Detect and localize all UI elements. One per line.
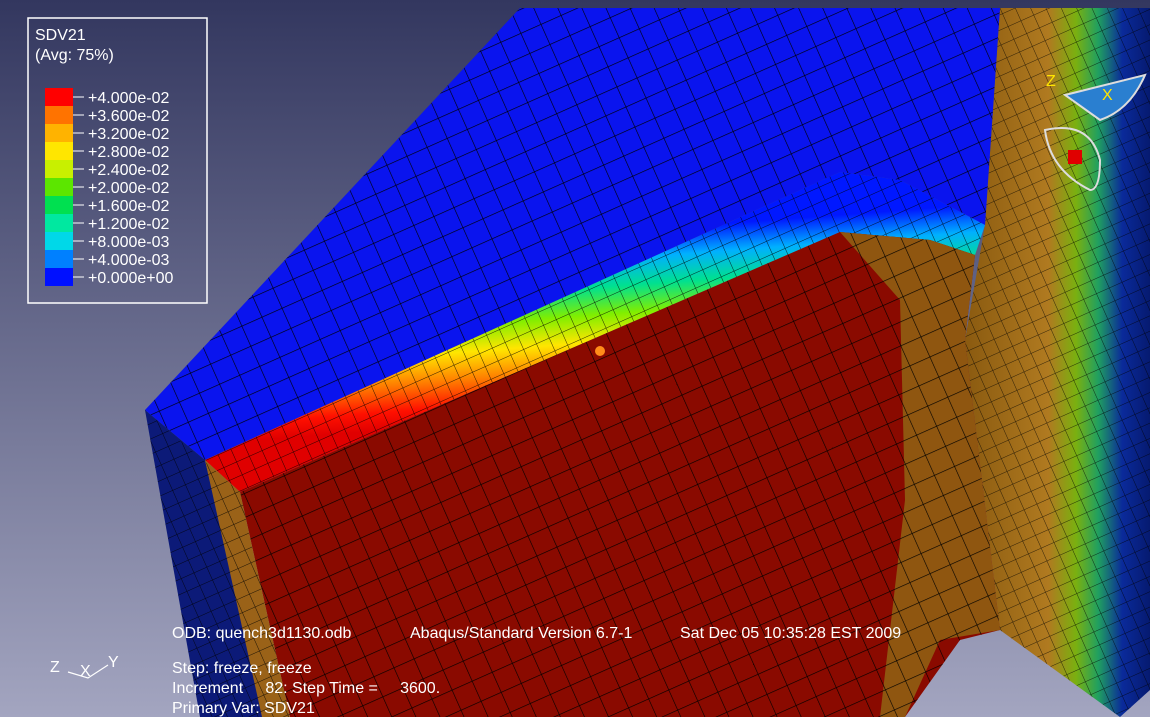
- triad-label: Z: [1046, 73, 1056, 90]
- legend-swatch: [45, 160, 73, 178]
- info-odb: ODB: quench3d1130.odb: [172, 625, 352, 642]
- info-primary-var: Primary Var: SDV21: [172, 700, 315, 717]
- info-step: Step: freeze, freeze: [172, 660, 312, 677]
- legend-label: +3.200e-02: [88, 126, 170, 143]
- legend-label: +2.400e-02: [88, 162, 170, 179]
- viewport: Z X SDV21 (Avg: 75%) +4.000e-02+3.600e-0…: [0, 0, 1150, 717]
- legend-label: +0.000e+00: [88, 270, 174, 287]
- info-version: Abaqus/Standard Version 6.7-1: [410, 625, 632, 642]
- legend-swatch: [45, 106, 73, 124]
- legend-subtitle: (Avg: 75%): [35, 47, 114, 64]
- info-increment: Increment 82: Step Time = 3600.: [172, 680, 440, 697]
- legend-swatch: [45, 178, 73, 196]
- legend-label: +1.200e-02: [88, 216, 170, 233]
- legend-swatch: [45, 124, 73, 142]
- info-date: Sat Dec 05 10:35:28 EST 2009: [680, 625, 901, 642]
- legend-swatch: [45, 232, 73, 250]
- legend-swatch: [45, 250, 73, 268]
- triad-label: Y: [108, 654, 119, 671]
- legend-label: +4.000e-03: [88, 252, 170, 269]
- legend-swatch: [45, 88, 73, 106]
- legend-label: +2.000e-02: [88, 180, 170, 197]
- legend-swatch: [45, 268, 73, 286]
- triad-label: X: [1102, 87, 1113, 104]
- legend-label: +8.000e-03: [88, 234, 170, 251]
- legend-label: +4.000e-02: [88, 90, 170, 107]
- legend-label: +2.800e-02: [88, 144, 170, 161]
- legend-swatch: [45, 142, 73, 160]
- triad-label: Z: [50, 659, 60, 676]
- page: Z X SDV21 (Avg: 75%) +4.000e-02+3.600e-0…: [0, 0, 1150, 717]
- legend-label: +1.600e-02: [88, 198, 170, 215]
- legend-swatch: [45, 214, 73, 232]
- legend-swatch: [45, 196, 73, 214]
- legend-label: +3.600e-02: [88, 108, 170, 125]
- triad-label: X: [80, 663, 91, 680]
- legend-title: SDV21: [35, 27, 86, 44]
